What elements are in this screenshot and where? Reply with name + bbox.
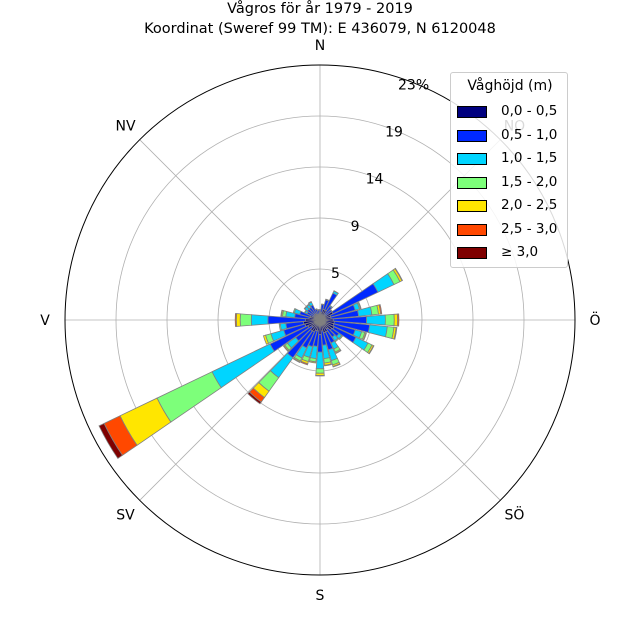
rose-bar-segment: [278, 323, 282, 331]
rose-bar-segment: [308, 360, 317, 364]
rose-bar-segment: [314, 308, 318, 311]
legend-entry: ≥ 3,0: [457, 244, 565, 262]
rose-bar-segment: [338, 334, 344, 340]
legend-swatch: [457, 200, 487, 212]
rose-bar-segment: [262, 334, 270, 345]
rose-bar-segment: [333, 290, 339, 295]
legend-swatch: [457, 129, 487, 142]
chart-subtitle: Koordinat (Sweref 99 TM): E 436079, N 61…: [144, 21, 496, 37]
rose-bar-segment: [367, 324, 388, 338]
direction-label: NV: [116, 119, 136, 135]
rose-bar-segment: [378, 304, 383, 315]
rose-bar-segment: [292, 357, 301, 364]
rose-bar-segment: [362, 332, 367, 341]
rose-bar-segment: [365, 314, 386, 326]
direction-label: S: [316, 588, 325, 604]
grid-spoke: [139, 139, 321, 321]
rose-bar-segment: [315, 368, 325, 374]
rose-bar-segment: [307, 300, 312, 305]
direction-label: V: [40, 313, 50, 329]
rose-bar-segment: [315, 351, 325, 370]
rose-bar-segment: [282, 345, 289, 352]
grid-spoke: [139, 319, 321, 501]
legend-entry: 2,0 - 2,5: [457, 197, 565, 215]
radial-tick-label: 14: [366, 172, 384, 188]
legend: Våghöjd (m) 0,0 - 0,5 0,5 - 1,0 1,0 - 1,5 1…: [450, 72, 568, 268]
legend-entry: 1,0 - 1,5: [457, 150, 565, 168]
legend-entry: 0,5 - 1,0: [457, 126, 565, 145]
polar-frame: [64, 64, 576, 576]
legend-swatch: [457, 153, 487, 165]
radial-tick-label: 19: [385, 125, 403, 141]
rose-bar-segment: [396, 313, 400, 327]
rose-bar-segment: [280, 309, 283, 317]
rose-bar-segment: [234, 313, 237, 327]
legend-label: 1,0 - 1,5: [501, 150, 558, 166]
legend-swatch: [457, 223, 487, 236]
legend-label: 0,0 - 0,5: [501, 103, 558, 119]
rose-bar-segment: [323, 363, 332, 367]
direction-label: N: [315, 38, 325, 54]
rose-bar-segment: [318, 309, 322, 311]
direction-label: Ö: [589, 311, 600, 329]
legend-label: 0,5 - 1,0: [501, 126, 558, 143]
legend-title: Våghöjd (m): [467, 78, 553, 94]
legend-entry: 0,0 - 0,5: [457, 103, 565, 121]
rose-bar-segment: [393, 313, 399, 327]
legend-label: 1,5 - 2,0: [501, 173, 558, 190]
rose-bar-segment: [305, 303, 310, 308]
legend-label: 2,0 - 2,5: [501, 197, 558, 213]
rose-bar-segment: [329, 305, 333, 309]
rose-bar-segment: [321, 303, 325, 306]
rose-bar-segment: [156, 371, 222, 423]
rose-bar-segment: [394, 267, 404, 282]
legend-swatch: [457, 176, 487, 189]
legend-entry: 1,5 - 2,0: [457, 173, 565, 192]
rose-bar-segment: [357, 301, 362, 310]
direction-label: SV: [116, 507, 135, 523]
rose-bar-segment: [250, 314, 269, 326]
rose-bar-segment: [239, 313, 252, 327]
radial-tick-label: 9: [351, 219, 360, 235]
rose-bar-segment: [334, 337, 340, 343]
chart-title: Vågros för år 1979 - 2019: [227, 1, 413, 17]
rose-bar-segment: [292, 308, 297, 314]
direction-label: SÖ: [505, 505, 525, 523]
rose-bar-segment: [303, 305, 308, 310]
rose-bar-segment: [384, 313, 395, 327]
rose-bar-segment: [235, 313, 241, 327]
rose-bar-segment: [316, 309, 320, 311]
rose-bar-segment: [98, 422, 123, 459]
radial-tick-label: 5: [331, 266, 340, 282]
legend-entry: 2,5 - 3,0: [457, 220, 565, 239]
grid-spoke: [319, 319, 501, 501]
rose-bar-segment: [300, 360, 309, 366]
polar-labels: NNOÖSÖSSVVNV59141923%: [40, 38, 600, 604]
rose-bar-segment: [393, 327, 398, 340]
radial-tick-label: 23%: [398, 77, 429, 93]
rose-bar-segment: [368, 345, 375, 355]
rose-bar-segment: [325, 298, 330, 302]
rose-bar-segment: [315, 374, 325, 377]
rose-bars: [98, 267, 404, 459]
legend-swatch: [457, 106, 487, 118]
legend-label: 2,5 - 3,0: [501, 220, 558, 237]
rose-bar-segment: [332, 363, 341, 368]
legend-label: ≥ 3,0: [501, 244, 539, 260]
rose-bar-segment: [247, 391, 262, 405]
legend-swatch: [457, 247, 487, 259]
rose-bar-segment: [335, 349, 342, 355]
